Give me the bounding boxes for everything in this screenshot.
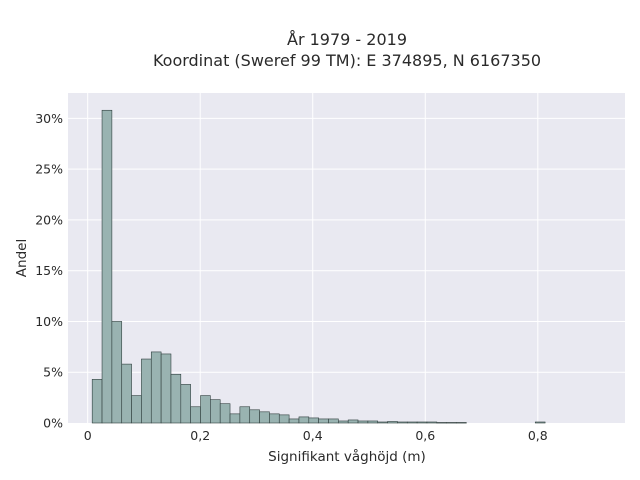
histogram-bar	[446, 422, 457, 424]
histogram-bar	[328, 418, 339, 424]
histogram-bar	[397, 421, 408, 424]
histogram-bar	[259, 411, 270, 424]
histogram-bar	[318, 418, 329, 424]
x-tick-label: 0,4	[303, 428, 323, 443]
y-tick-label: 5%	[43, 365, 63, 380]
y-tick-label: 15%	[35, 263, 63, 278]
histogram-bar	[288, 418, 300, 424]
histogram-bar	[121, 363, 132, 424]
chart-title-line-1: År 1979 - 2019	[287, 30, 407, 49]
y-tick-label: 10%	[35, 314, 63, 329]
histogram-bar	[141, 358, 152, 424]
chart-title-line-2: Koordinat (Sweref 99 TM): E 374895, N 61…	[153, 51, 541, 70]
histogram-bar	[200, 395, 211, 424]
histogram-bar	[436, 422, 447, 424]
histogram-bar	[308, 417, 319, 424]
histogram-bar	[298, 416, 310, 424]
histogram-bar	[347, 419, 359, 424]
histogram-bar	[111, 321, 123, 424]
histogram-bar	[367, 420, 379, 424]
histogram-bar	[426, 421, 438, 424]
x-axis-title: Signifikant våghöjd (m)	[268, 448, 426, 465]
histogram-bar	[387, 421, 398, 424]
y-tick-label: 30%	[35, 111, 63, 126]
x-axis-ticks: 0 0,2 0,4 0,6 0,8	[84, 428, 548, 443]
y-axis-ticks: 0% 5% 10% 15% 20% 25% 30%	[35, 111, 63, 431]
y-tick-label: 20%	[35, 212, 63, 227]
y-tick-label: 25%	[35, 162, 63, 177]
histogram-bar	[416, 421, 428, 424]
histogram-bar	[101, 109, 113, 424]
histogram-bar	[239, 406, 251, 424]
x-tick-label: 0,6	[415, 428, 435, 443]
histogram-bar	[269, 413, 280, 424]
histogram-bar	[338, 420, 349, 424]
histogram-bar	[406, 421, 418, 424]
x-tick-label: 0,2	[190, 428, 210, 443]
histogram-bar	[456, 422, 467, 424]
histogram-bar	[131, 395, 142, 424]
y-axis-title: Andel	[14, 239, 30, 277]
histogram-bar	[534, 421, 546, 424]
gridlines	[68, 93, 625, 423]
histogram-bar	[170, 373, 182, 424]
histogram-bar	[357, 420, 369, 424]
histogram-bar	[91, 379, 103, 424]
histogram-bar	[278, 414, 290, 424]
x-tick-label: 0	[84, 428, 92, 443]
histogram-bar	[229, 413, 241, 424]
histogram-bar	[180, 384, 191, 424]
histogram-bar	[219, 403, 231, 424]
histogram-bar	[377, 421, 388, 424]
y-tick-label: 0%	[43, 416, 63, 431]
histogram-bar	[160, 353, 172, 424]
histogram-bar	[249, 409, 260, 424]
histogram-bar	[150, 351, 162, 424]
histogram-bar	[210, 399, 221, 424]
histogram-bars	[91, 109, 546, 424]
histogram-bar	[190, 406, 201, 424]
x-tick-label: 0,8	[528, 428, 548, 443]
